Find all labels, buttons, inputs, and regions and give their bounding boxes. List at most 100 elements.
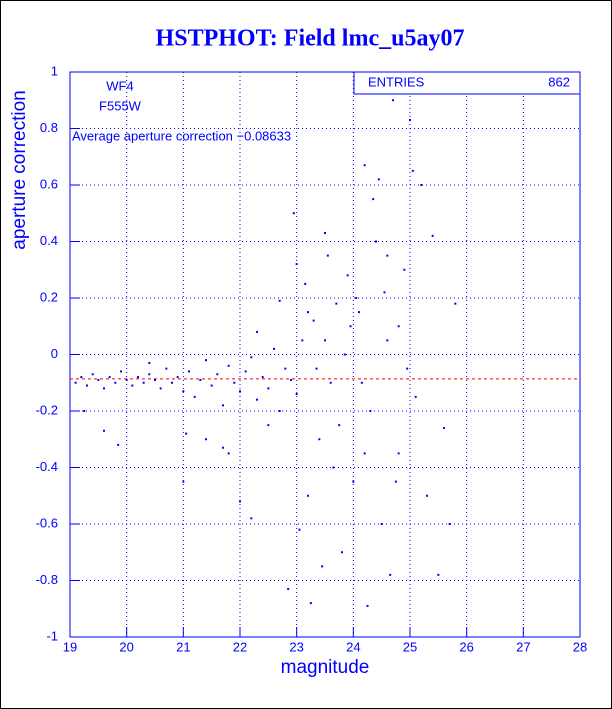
point [304,282,307,285]
x-tick-label: 19 [63,639,77,654]
point [298,528,301,531]
point [448,523,451,525]
y-tick-label: 0.6 [40,176,58,191]
point [159,387,162,390]
point [287,587,290,590]
point [360,381,363,384]
y-tick-label: -0.8 [36,572,58,587]
point [227,364,230,367]
point [397,452,400,455]
point [406,367,409,370]
point [292,212,295,215]
point [216,373,219,376]
point [182,480,185,483]
point [117,443,120,446]
point [332,466,335,469]
point [233,381,236,384]
point [120,370,122,373]
y-tick-label: -0.4 [36,459,58,474]
point [397,325,400,328]
y-tick-label: 0 [51,346,58,361]
point [352,480,355,483]
point [338,424,341,427]
point [295,263,298,266]
point [182,390,185,393]
point [335,302,338,305]
point [318,438,321,441]
point [301,339,304,342]
point [326,254,329,257]
point [148,373,151,376]
point [250,517,253,520]
point [355,297,358,299]
point [386,254,389,257]
point [267,387,270,390]
y-tick-label: 0.8 [40,120,58,135]
point [329,381,332,384]
x-tick-label: 22 [233,639,247,654]
point [315,367,318,370]
point [142,381,145,384]
stats-box [353,71,581,95]
stats-label: ENTRIES [368,74,425,89]
point [307,494,309,497]
point [222,446,224,449]
x-tick-label: 28 [573,639,587,654]
x-tick-label: 20 [119,639,133,654]
y-tick-label: -0.2 [36,402,58,417]
point [437,573,440,576]
x-tick-label: 25 [403,639,417,654]
point [380,523,383,525]
point [411,169,414,172]
point [343,353,346,356]
point [431,234,434,237]
point [324,339,326,342]
point [278,299,281,302]
annotation: F555W [99,98,142,113]
point [108,376,111,379]
point [165,367,168,370]
point [389,573,392,576]
point [176,376,179,379]
point [103,429,105,432]
x-tick-label: 24 [346,639,360,654]
point [80,376,83,379]
point [312,319,315,322]
point [267,424,270,427]
point [239,500,241,503]
y-tick-label: 1 [51,63,58,78]
point [227,452,230,455]
point [205,438,207,441]
point [366,604,369,607]
x-tick-label: 23 [289,639,303,654]
y-tick-label: -1 [46,628,58,643]
point [358,311,360,314]
point [454,302,457,305]
point [74,381,77,384]
point [239,390,241,393]
point [392,99,394,102]
point [363,164,366,167]
point [171,381,173,384]
point [414,395,417,398]
point [125,378,128,381]
point [222,404,224,407]
point [154,378,156,381]
x-tick-label: 26 [459,639,473,654]
point [103,387,105,390]
y-axis-label: aperture correction [9,90,30,249]
point [383,291,386,294]
reference-label: Average aperture correction −0.08633 [72,128,291,143]
point [346,274,349,277]
point [261,376,264,379]
point [324,232,326,235]
point [97,378,100,381]
point [394,480,397,483]
point [290,378,292,381]
point [83,410,86,412]
point [420,184,423,186]
annotation: WF4 [106,78,133,93]
point [377,178,380,181]
point [341,551,343,554]
